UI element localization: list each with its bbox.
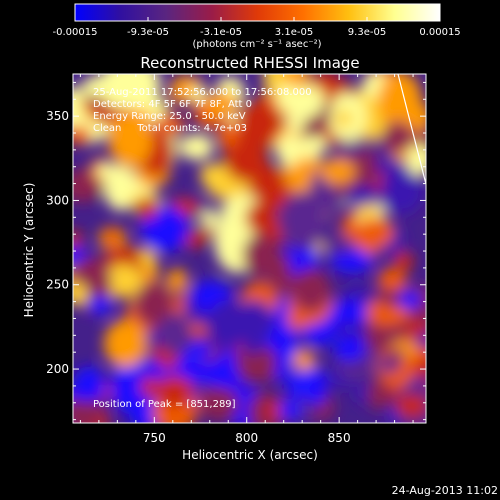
heatmap-blob xyxy=(380,166,424,214)
x-axis-label: Heliocentric X (arcsec) xyxy=(182,448,318,462)
heatmap-blob xyxy=(335,109,353,128)
heatmap-blob xyxy=(236,101,282,147)
x-tick-label: 800 xyxy=(235,431,258,445)
heatmap-blob xyxy=(275,83,300,112)
annotation-detectors: Detectors: 4F 5F 6F 7F 8F, Att 0 xyxy=(93,99,252,110)
colorbar-tick-label: 0.00015 xyxy=(419,27,460,38)
heatmap-blob xyxy=(189,85,207,103)
heatmap-blob xyxy=(73,125,92,145)
colorbar-ticks: -0.00015 -9.3e-05 -3.1e-05 3.1e-05 9.3e-05 0.… xyxy=(53,17,461,38)
y-axis-label: Heliocentric Y (arcsec) xyxy=(22,183,36,318)
heatmap-blob xyxy=(291,268,331,313)
heatmap-blob xyxy=(335,299,367,325)
heatmap-blob xyxy=(414,332,426,349)
heatmap-blob xyxy=(95,162,120,179)
annotation-time-range: 25-Aug-2011 17:52:56.000 to 17:56:08.000 xyxy=(93,87,312,98)
heatmap-blob xyxy=(393,251,414,271)
heatmap-blob xyxy=(287,111,305,134)
y-tick-label: 300 xyxy=(46,193,69,207)
colorbar-tick-label: -0.00015 xyxy=(53,27,98,38)
heatmap-blob xyxy=(135,197,158,220)
solar-limb-line xyxy=(397,74,426,187)
heatmap-blob xyxy=(199,387,240,421)
chart-title: Reconstructed RHESSI Image xyxy=(140,54,359,72)
annotation-energy-range: Energy Range: 25.0 - 50.0 keV xyxy=(93,111,246,122)
heatmap-blob xyxy=(355,204,378,219)
heatmap-blob xyxy=(133,280,174,327)
y-tick-label: 250 xyxy=(46,278,69,292)
colorbar-tick-label: 3.1e-05 xyxy=(275,27,313,38)
heatmap-blob xyxy=(356,217,394,248)
heatmap-blob xyxy=(140,376,158,398)
heatmap-low xyxy=(288,370,312,390)
heatmap-blob xyxy=(394,394,426,417)
y-axis: 200 250 300 350 xyxy=(46,81,426,421)
colorbar-tick-label: -3.1e-05 xyxy=(200,27,242,38)
annotation-clean-counts: Clean Total counts: 4.7e+03 xyxy=(93,123,247,134)
heatmap-blob xyxy=(83,75,105,98)
heatmap-blob xyxy=(367,379,392,411)
y-tick-label: 200 xyxy=(46,362,69,376)
heatmap-blob xyxy=(242,233,280,278)
colorbar-tick-label: 9.3e-05 xyxy=(348,27,386,38)
peak-position-label: Position of Peak = [851,289] xyxy=(93,399,236,410)
heatmap-blob xyxy=(333,335,366,362)
plot-area xyxy=(73,74,426,423)
heatmap-low xyxy=(398,290,422,310)
colorbar xyxy=(74,3,441,22)
x-tick-label: 750 xyxy=(143,431,166,445)
heatmap-blob xyxy=(155,375,194,408)
heatmap-blob xyxy=(199,163,223,188)
heatmap-blob xyxy=(73,282,88,306)
heatmap-blob xyxy=(324,234,355,255)
heatmap-blob xyxy=(406,144,426,176)
heatmap-blob xyxy=(103,319,147,368)
y-tick-label: 350 xyxy=(46,109,69,123)
heatmap-low xyxy=(188,340,212,360)
heatmap-blob xyxy=(179,134,214,161)
heatmap-blob xyxy=(98,74,145,109)
x-tick-label: 850 xyxy=(328,431,351,445)
heatmap-low xyxy=(88,295,112,315)
heatmap-blob xyxy=(293,349,315,371)
heatmap-blob xyxy=(233,299,274,345)
heatmap-blob xyxy=(245,201,275,234)
heatmap-blob xyxy=(273,367,290,381)
heatmap-blob xyxy=(278,191,327,251)
colorbar-tick-label: -9.3e-05 xyxy=(127,27,169,38)
heatmap-blob xyxy=(276,133,302,167)
heatmap-blob xyxy=(268,336,294,354)
plot-frame xyxy=(72,73,427,424)
colorbar-unit: (photons cm⁻² s⁻¹ asec⁻²) xyxy=(192,39,321,50)
x-axis: 750 800 850 xyxy=(79,74,414,445)
heatmap-blob xyxy=(272,255,291,280)
heatmap-blob xyxy=(194,228,214,241)
heatmap-blob xyxy=(73,230,83,249)
heatmap-blob xyxy=(216,121,238,149)
heatmap-blob xyxy=(378,357,401,374)
heatmap-blob xyxy=(107,112,153,167)
heatmap-blob xyxy=(377,74,423,131)
heatmap-blob xyxy=(320,158,356,185)
heatmap-blob xyxy=(103,264,143,297)
heatmap-blob xyxy=(346,185,379,212)
heatmap-blob xyxy=(103,228,121,246)
heatmap-blob xyxy=(206,91,237,119)
heatmap-blob xyxy=(268,271,295,293)
heatmap-blob xyxy=(158,312,192,356)
heatmap-low xyxy=(278,400,302,420)
heatmap-image xyxy=(73,74,426,423)
heatmap-blob xyxy=(377,268,407,290)
footer-timestamp: 24-Aug-2013 11:02 xyxy=(391,484,498,497)
heatmap-blob xyxy=(166,268,188,292)
heatmap-blob xyxy=(73,385,98,402)
heatmap-blob xyxy=(382,121,414,153)
